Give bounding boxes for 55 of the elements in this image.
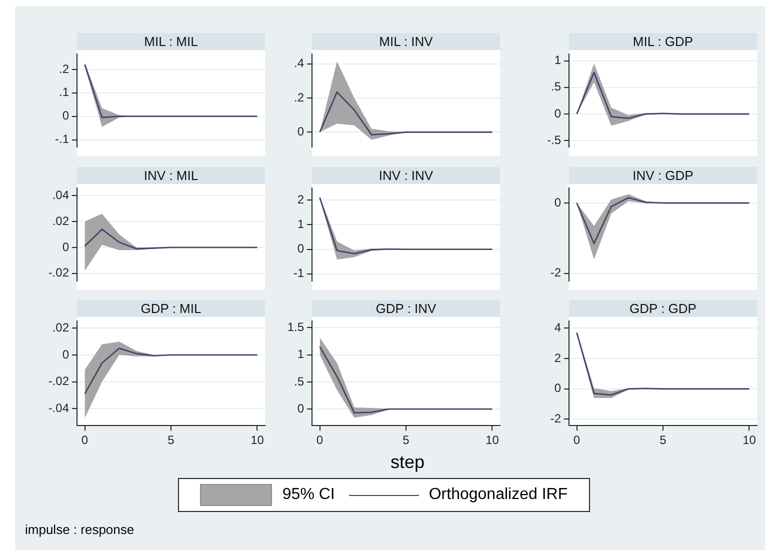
y-tick-label: .1 bbox=[58, 85, 70, 100]
y-tick-label: 2 bbox=[554, 350, 562, 365]
y-tick-label: 0 bbox=[62, 347, 70, 362]
y-tick-label: 4 bbox=[554, 320, 562, 334]
text: impulse : response bbox=[25, 522, 134, 537]
x-tick-label: 10 bbox=[742, 433, 756, 448]
y-tick-label: -2 bbox=[550, 266, 562, 280]
y-tick-label: -.1 bbox=[54, 132, 70, 146]
y-tick-label: -.5 bbox=[546, 132, 562, 147]
x-tick-label: 0 bbox=[316, 433, 324, 448]
chart-title: GDP : MIL bbox=[77, 300, 265, 317]
y-tick-label: 1 bbox=[297, 216, 304, 231]
y-tick-label: .4 bbox=[294, 56, 304, 70]
chart-title: INV : MIL bbox=[77, 167, 265, 184]
y-tick-label: -.02 bbox=[48, 374, 70, 388]
x-tick-label: 5 bbox=[402, 433, 410, 448]
y-tick-label: .04 bbox=[52, 188, 70, 202]
y-tick-label: .02 bbox=[52, 214, 70, 228]
x-axis-title: step bbox=[390, 452, 425, 473]
y-tick-label: 0 bbox=[62, 108, 70, 123]
y-tick-label: .02 bbox=[52, 320, 70, 334]
y-tick-label: 1 bbox=[554, 53, 562, 68]
y-tick-label: .5 bbox=[294, 374, 304, 388]
chart-title: MIL : GDP bbox=[569, 33, 757, 50]
chart-title: INV : INV bbox=[312, 167, 500, 184]
y-tick-label: 0 bbox=[297, 242, 304, 256]
y-tick-label: .2 bbox=[58, 62, 70, 76]
x-tick-label: 5 bbox=[168, 433, 175, 448]
x-tick-label: 5 bbox=[660, 433, 667, 448]
y-tick-label: 1 bbox=[297, 347, 304, 362]
y-tick-label: 0 bbox=[297, 124, 304, 138]
x-tick-label: 10 bbox=[486, 433, 500, 448]
y-tick-label: 0 bbox=[62, 240, 70, 254]
chart-title: GDP : INV bbox=[312, 300, 500, 317]
y-tick-label: 0 bbox=[554, 106, 562, 120]
y-tick-label: -.02 bbox=[48, 266, 70, 280]
chart-title: MIL : MIL bbox=[77, 33, 265, 50]
y-tick-label: 0 bbox=[554, 381, 562, 396]
y-tick-label: 0 bbox=[297, 401, 304, 416]
y-tick-label: -.04 bbox=[48, 400, 70, 415]
legend-label: Orthogonalized IRF bbox=[428, 486, 568, 504]
x-tick-label: 0 bbox=[81, 433, 88, 448]
legend-label: 95% CI bbox=[282, 486, 335, 504]
y-tick-label: .5 bbox=[550, 80, 562, 94]
y-tick-label: 2 bbox=[297, 192, 304, 206]
y-tick-label: -2 bbox=[550, 412, 562, 426]
chart-title: MIL : INV bbox=[312, 33, 500, 50]
chart-title: INV : GDP bbox=[569, 167, 757, 184]
y-tick-label: 0 bbox=[554, 195, 562, 210]
x-tick-label: 0 bbox=[573, 433, 580, 448]
y-tick-label: 1.5 bbox=[287, 320, 304, 334]
y-tick-label: -1 bbox=[293, 266, 304, 280]
y-tick-label: .2 bbox=[294, 90, 304, 104]
chart-title: GDP : GDP bbox=[569, 300, 757, 317]
x-tick-label: 10 bbox=[250, 433, 264, 448]
